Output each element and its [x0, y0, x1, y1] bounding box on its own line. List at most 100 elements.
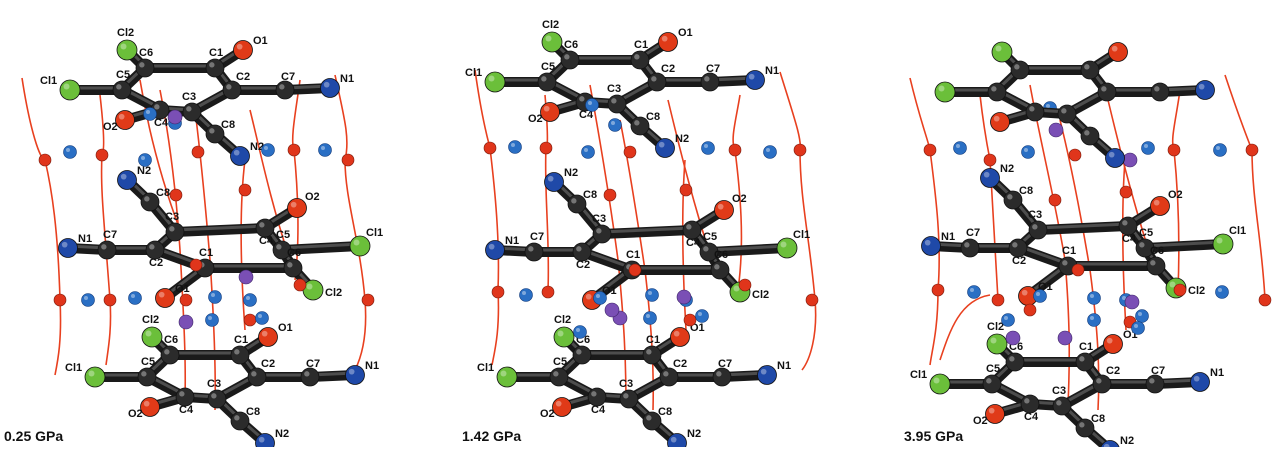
ion-shine [258, 314, 262, 318]
atom-c7 [960, 238, 980, 258]
atom-shine [304, 371, 310, 377]
atom-label-c1: C1 [626, 249, 640, 261]
atom-label-cl1: Cl1 [1229, 225, 1246, 237]
atom-shine [488, 243, 495, 250]
atom-shine [579, 96, 585, 102]
atom-shine [964, 242, 970, 248]
atom-label-o2: O2 [528, 113, 543, 125]
atom-label-n2: N2 [564, 167, 578, 179]
atom-label-cl1: Cl1 [40, 75, 57, 87]
atom-shine [1084, 130, 1090, 136]
atom-o1 [233, 40, 253, 60]
ion-blue [1141, 141, 1155, 155]
atom-label-c7: C7 [103, 229, 117, 241]
water-oxygen [189, 258, 203, 272]
atom-cl1 [929, 373, 951, 395]
ion-shine [584, 148, 588, 152]
atom-c1 [205, 58, 225, 78]
atom-c6 [1010, 60, 1030, 80]
atom-n1 [320, 78, 340, 98]
atom-o1 [1103, 334, 1123, 354]
atom-label-o2: O2 [732, 193, 747, 205]
atom-c2 [572, 242, 592, 262]
ion-shine [588, 101, 592, 105]
atom-o1 [258, 327, 278, 347]
atom-shine [564, 54, 570, 60]
atom-o1 [155, 288, 175, 308]
atom-shine [120, 173, 127, 180]
bond [1140, 239, 1228, 253]
water-oxygen [191, 145, 205, 159]
atom-label-c5: C5 [276, 229, 290, 241]
molecules: Cl2 C6 C1 O1 Cl1 C5 C2 C7 N1 C4 C3 O2 C8 N2 N2 C8 C3 O2 N1… [465, 19, 810, 452]
atom-label-cl2: Cl2 [325, 287, 342, 299]
atom-shine [543, 105, 550, 112]
ion-shine [1216, 146, 1220, 150]
atom-shine [234, 349, 240, 355]
atom-label-c2: C2 [236, 71, 250, 83]
atom-label-c4: C4 [686, 237, 701, 249]
atom-cl1 [349, 235, 371, 257]
atom-shine [1198, 83, 1205, 90]
atom-label-o1: O1 [278, 322, 293, 334]
atom-c3 [592, 224, 612, 244]
ion-shine [66, 148, 70, 152]
atom-shine [233, 149, 240, 156]
ion-blue [593, 291, 607, 305]
water-oxygen [623, 145, 637, 159]
ion-blue [1001, 313, 1015, 327]
solvent-spheres [483, 98, 819, 339]
atom-cl1 [934, 81, 956, 103]
atom-label-c8: C8 [658, 406, 672, 418]
ion-shine [698, 312, 702, 316]
atom-shine [990, 337, 997, 344]
atom-shine [1193, 375, 1200, 382]
atom-label-c4: C4 [154, 117, 169, 129]
atom-o1 [1108, 42, 1128, 62]
atom-o2 [140, 397, 160, 417]
atom-c2 [659, 367, 679, 387]
atom-shine [623, 393, 629, 399]
water-oxygen [679, 183, 693, 197]
atom-label-o1: O1 [175, 283, 190, 295]
atom-shine [541, 76, 547, 82]
atom-label-c2: C2 [673, 358, 687, 370]
atom-c3 [207, 389, 227, 409]
atom-cl2 [302, 279, 324, 301]
ion-blue [967, 285, 981, 299]
atom-shine [995, 45, 1002, 52]
atom-shine [661, 35, 668, 42]
atom-shine [1096, 378, 1102, 384]
atom-shine [186, 106, 192, 112]
atom-label-c8: C8 [246, 406, 260, 418]
atom-shine [1029, 106, 1035, 112]
atom-label-c2: C2 [576, 259, 590, 271]
atom-shine [748, 73, 755, 80]
atom-shine [1122, 220, 1128, 226]
atom-label-c7: C7 [966, 227, 980, 239]
atom-c8 [1003, 190, 1023, 210]
atom-label-o2: O2 [305, 191, 320, 203]
atom-c3 [1028, 220, 1048, 240]
bond-highlight [707, 244, 789, 252]
atom-shine [1139, 242, 1145, 248]
ion-blue [261, 143, 275, 157]
ion-shine [1024, 148, 1028, 152]
atom-n1 [757, 365, 777, 385]
water-oxygen [53, 293, 67, 307]
atom-label-c8: C8 [583, 189, 597, 201]
atom-shine [145, 330, 152, 337]
atom-shine [179, 391, 185, 397]
atom-cl2 [553, 326, 575, 348]
atom-label-o2: O2 [1168, 189, 1183, 201]
atom-shine [500, 370, 507, 377]
atom-c7 [524, 242, 544, 262]
atom-shine [780, 241, 787, 248]
atom-label-c5: C5 [986, 363, 1000, 375]
atom-shine [88, 370, 95, 377]
atom-shine [141, 371, 147, 377]
ion-blue [508, 140, 522, 154]
water-oxygen [238, 183, 252, 197]
atom-cl2 [541, 31, 563, 53]
